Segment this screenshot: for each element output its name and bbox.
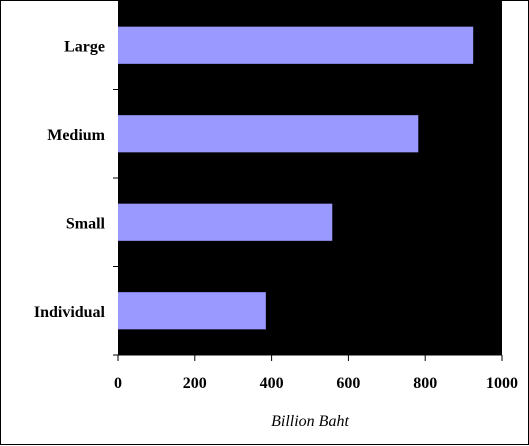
bar-individual <box>118 292 266 330</box>
category-label-individual: Individual <box>34 304 106 321</box>
category-label-small: Small <box>66 215 106 232</box>
x-tick-label-400: 400 <box>260 375 284 392</box>
x-tick-label-0: 0 <box>114 375 122 392</box>
x-tick-label-1000: 1000 <box>486 375 518 392</box>
x-tick-label-200: 200 <box>183 375 207 392</box>
x-axis-ticks-group: 0 200 400 600 800 1000 <box>114 355 518 392</box>
x-tick-label-800: 800 <box>413 375 437 392</box>
bar-small <box>118 203 333 241</box>
x-tick-label-600: 600 <box>336 375 360 392</box>
category-label-medium: Medium <box>47 127 105 144</box>
y-axis-ticks-group <box>113 89 118 356</box>
category-label-large: Large <box>64 38 105 55</box>
bars-group <box>118 26 474 330</box>
bar-large <box>118 26 474 64</box>
bar-medium <box>118 115 419 153</box>
category-labels-group: Individual Small Medium Large <box>34 38 106 321</box>
x-axis-title: Billion Baht <box>271 413 349 430</box>
